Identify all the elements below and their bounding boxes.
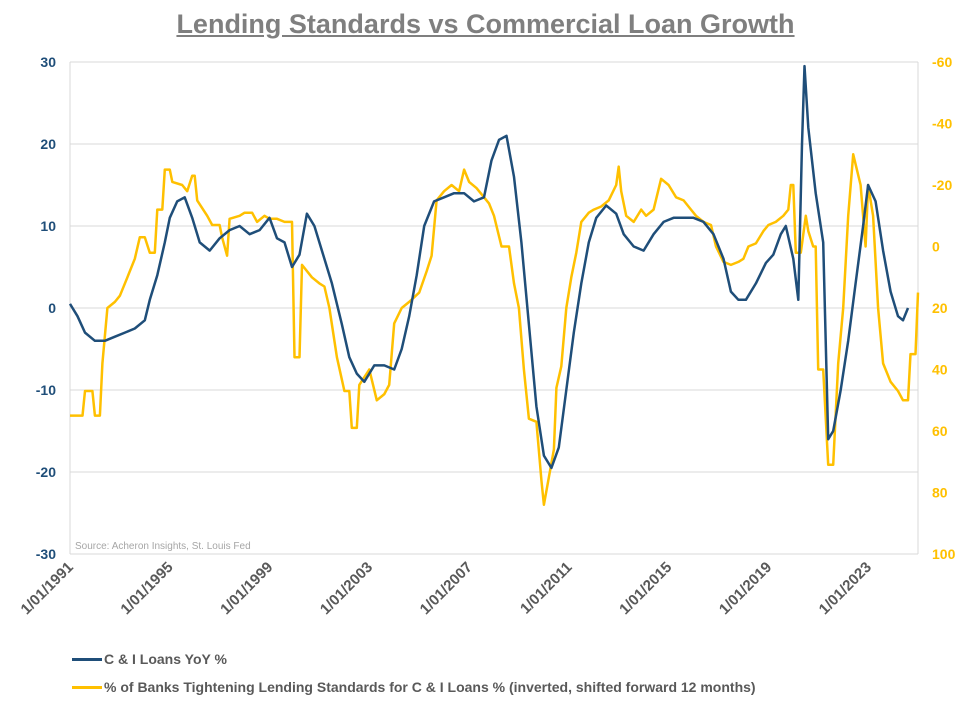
legend-label-standards: % of Banks Tightening Lending Standards … <box>104 679 756 695</box>
right-tick-label: 100 <box>932 546 956 562</box>
right-tick-label: -20 <box>932 177 952 193</box>
x-tick-label: 1/01/1991 <box>18 559 77 618</box>
chart-title: Lending Standards vs Commercial Loan Gro… <box>176 9 795 39</box>
left-tick-label: -20 <box>36 464 56 480</box>
x-tick-label: 1/01/2003 <box>317 559 376 618</box>
x-tick-label: 1/01/1995 <box>117 559 176 618</box>
legend-item-standards: % of Banks Tightening Lending Standards … <box>72 679 756 695</box>
right-tick-label: -60 <box>932 54 952 70</box>
series-lines <box>68 64 920 507</box>
axis-labels: 3020100-10-20-30-60-40-200204060801001/0… <box>18 54 956 618</box>
right-tick-label: 20 <box>932 300 948 316</box>
x-tick-label: 1/01/1999 <box>217 559 276 618</box>
left-tick-label: -10 <box>36 382 56 398</box>
legend-item-loans: C & I Loans YoY % <box>72 651 227 667</box>
left-tick-label: 0 <box>48 300 56 316</box>
legend-swatch-loans <box>72 657 102 661</box>
right-tick-label: 0 <box>932 239 940 255</box>
series-line-loans <box>68 64 910 470</box>
x-tick-label: 1/01/2023 <box>816 559 875 618</box>
series-line-standards <box>70 153 920 507</box>
gridlines <box>70 61 918 555</box>
right-tick-label: 60 <box>932 423 948 439</box>
left-tick-label: 30 <box>40 54 56 70</box>
legend-label-loans: C & I Loans YoY % <box>104 651 227 667</box>
x-tick-label: 1/01/2007 <box>417 559 476 618</box>
left-tick-label: 20 <box>40 136 56 152</box>
left-tick-label: -30 <box>36 546 56 562</box>
left-tick-label: 10 <box>40 218 56 234</box>
source-note: Source: Acheron Insights, St. Louis Fed <box>75 541 251 552</box>
x-tick-label: 1/01/2019 <box>716 559 775 618</box>
right-tick-label: -40 <box>932 116 952 132</box>
right-tick-label: 80 <box>932 485 948 501</box>
x-tick-label: 1/01/2015 <box>616 559 675 618</box>
right-tick-label: 40 <box>932 362 948 378</box>
x-tick-label: 1/01/2011 <box>517 559 576 618</box>
legend-swatch-standards <box>72 685 102 689</box>
